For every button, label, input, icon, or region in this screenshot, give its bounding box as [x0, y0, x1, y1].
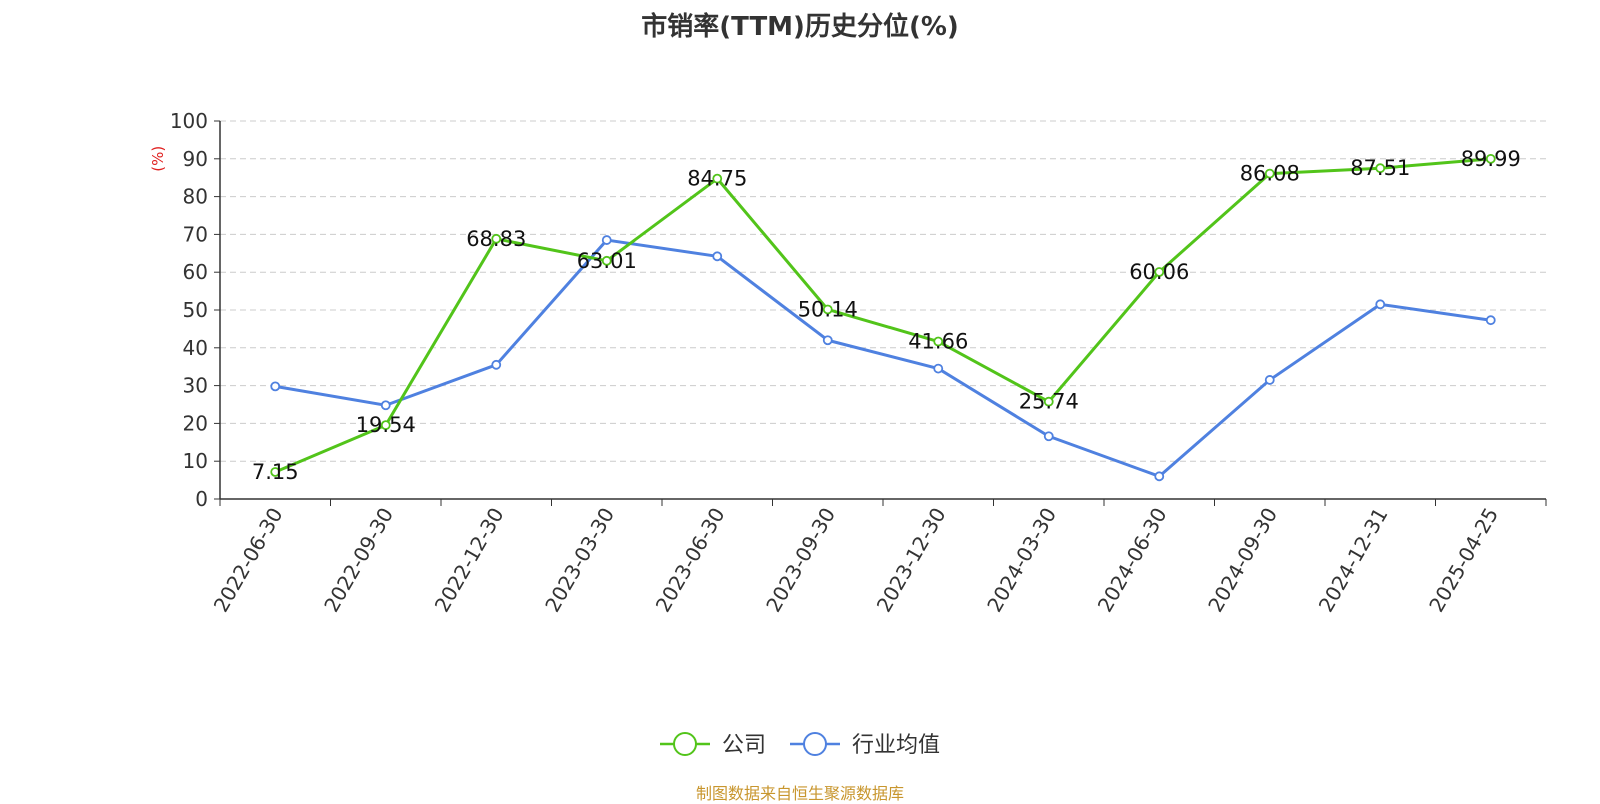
data-point[interactable]: [933, 363, 944, 374]
x-tick-label: 2025-04-25: [1424, 504, 1503, 617]
data-label: 68.83: [466, 227, 526, 251]
data-point[interactable]: [1485, 315, 1496, 326]
data-point[interactable]: [712, 251, 723, 262]
data-point[interactable]: [933, 336, 944, 347]
axes: 0 10 20 30 40 50 60 70 80 90 100(%) 2022-06-30 2022-…: [149, 109, 1547, 617]
legend-item[interactable]: 公司: [660, 732, 766, 758]
y-tick-label: 10: [183, 449, 208, 473]
grid-lines: [220, 120, 1546, 462]
data-point[interactable]: [270, 467, 281, 477]
chart-title: 市销率(TTM)历史分位(%): [641, 12, 959, 42]
y-tick-label: 80: [183, 185, 208, 209]
x-tick-label: 2022-06-30: [209, 504, 288, 617]
data-point[interactable]: [822, 304, 833, 315]
legend[interactable]: 公司 行业均值: [660, 732, 940, 758]
series-line: [274, 157, 1491, 474]
x-tick-label: 2024-03-30: [982, 504, 1061, 617]
x-tick-label: 2023-12-30: [872, 504, 951, 617]
y-axis-label: (%): [149, 146, 167, 172]
data-point[interactable]: [712, 173, 723, 184]
data-label: 87.51: [1350, 156, 1410, 180]
y-tick-label: 40: [183, 336, 208, 360]
data-labels: 7.15 19.54 68.83 63.01 84.75 50.14 41.66 25.74 6…: [252, 147, 1521, 484]
y-tick-label: 0: [195, 487, 208, 511]
data-label: 7.15: [252, 460, 299, 484]
data-point[interactable]: [1375, 299, 1386, 310]
x-tick-label: 2024-12-31: [1314, 504, 1393, 617]
y-tick-label: 60: [183, 260, 208, 284]
y-tick-label: 70: [183, 222, 208, 246]
data-point[interactable]: [601, 255, 612, 266]
legend-marker: [673, 732, 697, 756]
x-tick-label: 2023-03-30: [540, 504, 619, 617]
data-label: 84.75: [687, 167, 747, 191]
data-source-note: 制图数据来自恒生聚源数据库: [695, 784, 904, 803]
data-point[interactable]: [822, 335, 833, 346]
y-tick-label: 30: [183, 374, 208, 398]
data-point[interactable]: [1043, 396, 1054, 407]
data-point[interactable]: [1154, 471, 1165, 482]
data-label: 19.54: [356, 413, 416, 437]
data-point[interactable]: [601, 235, 612, 245]
data-label: 25.74: [1019, 390, 1079, 414]
data-point[interactable]: [1485, 153, 1496, 164]
y-tick-label: 90: [183, 147, 208, 171]
x-tick-label: 2022-12-30: [430, 504, 509, 617]
data-label: 63.01: [577, 249, 637, 273]
y-tick-label: 20: [183, 411, 208, 435]
legend-label: 公司: [722, 733, 766, 758]
data-point[interactable]: [270, 381, 281, 392]
x-tick-label: 2024-06-30: [1093, 504, 1172, 617]
data-label: 50.14: [798, 297, 858, 321]
legend-marker: [803, 732, 827, 756]
y-tick-label: 50: [183, 298, 208, 322]
data-point[interactable]: [1375, 163, 1386, 174]
data-point[interactable]: [380, 400, 391, 411]
data-point[interactable]: [1154, 267, 1165, 277]
data-label: 60.06: [1129, 260, 1189, 284]
series-lines: [270, 153, 1496, 482]
data-label: 86.08: [1240, 162, 1300, 186]
data-point[interactable]: [491, 233, 502, 244]
x-tick-label: 2024-09-30: [1203, 504, 1282, 617]
data-point[interactable]: [380, 420, 391, 431]
x-tick-label: 2022-09-30: [319, 504, 398, 617]
data-label: 41.66: [908, 330, 968, 354]
legend-label: 行业均值: [852, 733, 940, 758]
data-point[interactable]: [1264, 168, 1275, 179]
x-tick-label: 2023-09-30: [761, 504, 840, 617]
y-tick-label: 100: [170, 109, 208, 133]
series-line: [274, 238, 1491, 478]
data-point[interactable]: [1043, 431, 1054, 442]
data-point[interactable]: [491, 359, 502, 370]
x-tick-label: 2023-06-30: [651, 504, 730, 617]
data-label: 89.99: [1461, 147, 1521, 171]
legend-item[interactable]: 行业均值: [790, 732, 940, 758]
data-point[interactable]: [1264, 375, 1275, 385]
